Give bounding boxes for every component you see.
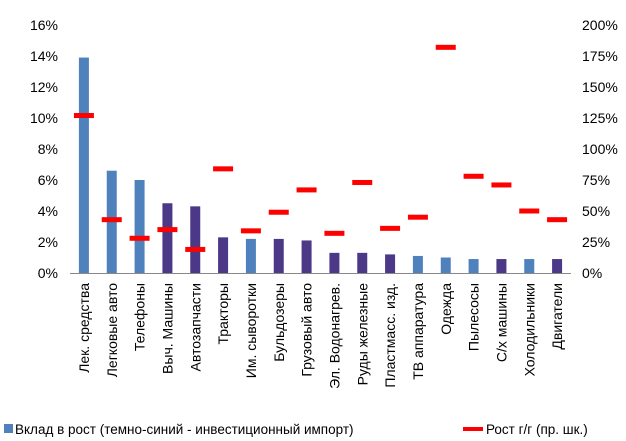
- growth-marker: [519, 208, 540, 214]
- growth-marker: [101, 217, 122, 223]
- growth-marker: [268, 209, 289, 215]
- left-tick-label: 12%: [30, 79, 58, 95]
- bar: [385, 254, 396, 273]
- bar: [218, 237, 229, 273]
- right-axis: 0% 25% 50% 75% 100% 125% 150% 175% 200%: [582, 17, 618, 281]
- bars: [78, 57, 563, 273]
- left-tick-label: 8%: [38, 141, 58, 157]
- growth-marker: [463, 173, 484, 179]
- category-label: Телефоны: [132, 283, 148, 351]
- bar: [78, 57, 89, 273]
- right-tick-label: 100%: [582, 141, 618, 157]
- bar: [357, 252, 368, 273]
- growth-marker: [129, 235, 150, 241]
- growth-marker: [324, 230, 345, 236]
- category-label: Легковые авто: [104, 283, 120, 377]
- legend-swatch-bar: [4, 424, 13, 433]
- right-tick-label: 25%: [582, 234, 610, 250]
- growth-marker: [240, 228, 261, 234]
- growth-marker: [185, 246, 206, 252]
- category-label: Грузовый авто: [299, 283, 315, 377]
- category-label: Двигатели: [549, 283, 565, 350]
- growth-marker: [380, 225, 401, 231]
- left-tick-label: 0%: [38, 265, 58, 281]
- right-tick-label: 50%: [582, 203, 610, 219]
- growth-marker: [407, 214, 428, 220]
- left-tick-label: 2%: [38, 234, 58, 250]
- right-tick-label: 0%: [582, 265, 602, 281]
- category-label: Лек. средства: [76, 283, 92, 373]
- bar: [524, 259, 535, 273]
- category-label: Пылесосы: [466, 283, 482, 351]
- left-tick-label: 14%: [30, 48, 58, 64]
- bar: [440, 257, 451, 273]
- growth-marker: [73, 113, 94, 119]
- right-tick-label: 175%: [582, 48, 618, 64]
- category-label: Холодильники: [521, 283, 537, 376]
- bar: [301, 240, 312, 273]
- category-label: С/х машины: [493, 283, 509, 362]
- bar: [134, 180, 145, 273]
- left-tick-label: 6%: [38, 172, 58, 188]
- growth-marker: [491, 182, 512, 188]
- category-label: Выч. Машины: [159, 283, 175, 374]
- category-label: Руды железные: [354, 283, 370, 386]
- growth-marker: [435, 44, 456, 50]
- bar: [496, 259, 507, 273]
- bar: [468, 259, 479, 273]
- bar: [329, 252, 340, 273]
- category-label: Им. сыворотки: [243, 283, 259, 378]
- growth-marker: [213, 166, 234, 172]
- left-tick-label: 4%: [38, 203, 58, 219]
- bar: [412, 255, 423, 273]
- bar: [162, 203, 173, 273]
- left-axis: 0% 2% 4% 6% 8% 10% 12% 14% 16%: [30, 17, 58, 281]
- legend: Вклад в рост (темно-синий - инвестиционн…: [4, 422, 588, 437]
- category-labels: Лек. средства Легковые авто Телефоны Выч. М…: [76, 283, 565, 389]
- bar: [190, 206, 201, 273]
- category-label: Бульдозеры: [271, 283, 287, 362]
- left-tick-label: 16%: [30, 17, 58, 33]
- growth-marker: [352, 179, 373, 185]
- category-label: ТВ аппаратура: [410, 283, 426, 380]
- growth-marker: [547, 217, 568, 223]
- right-tick-label: 150%: [582, 79, 618, 95]
- legend-label-marker: Рост г/г (пр. шк.): [486, 422, 588, 437]
- growth-markers: [73, 44, 568, 252]
- bar: [273, 238, 284, 273]
- right-tick-label: 200%: [582, 17, 618, 33]
- legend-swatch-marker: [463, 427, 483, 431]
- category-label: Пластмасс. изд.: [382, 283, 398, 388]
- growth-marker: [157, 227, 178, 233]
- category-label: Автозапчасти: [187, 283, 203, 371]
- right-tick-label: 75%: [582, 172, 610, 188]
- category-label: Одежда: [438, 283, 454, 335]
- right-tick-label: 125%: [582, 110, 618, 126]
- growth-marker: [296, 187, 317, 193]
- category-label: Эл. Водонагрев.: [326, 283, 342, 389]
- category-label: Тракторы: [215, 283, 231, 345]
- legend-label-bar: Вклад в рост (темно-синий - инвестиционн…: [15, 422, 354, 437]
- bar: [245, 238, 256, 273]
- bar: [552, 259, 563, 273]
- left-tick-label: 10%: [30, 110, 58, 126]
